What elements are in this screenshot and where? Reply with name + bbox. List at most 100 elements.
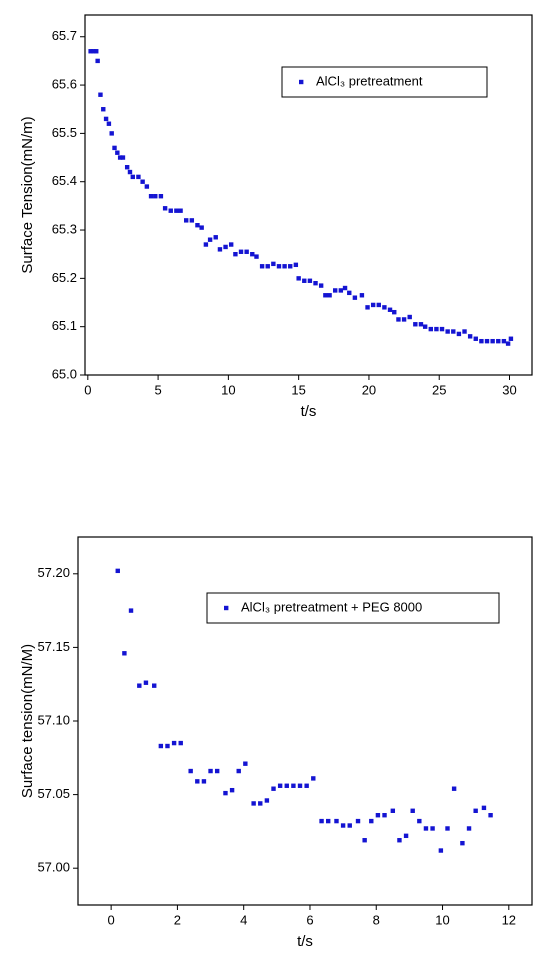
data-point xyxy=(323,293,328,298)
data-point xyxy=(370,302,376,308)
data-point xyxy=(115,150,120,155)
data-point xyxy=(481,805,487,811)
data-point xyxy=(236,768,241,774)
data-point xyxy=(334,818,339,824)
data-point xyxy=(258,801,263,806)
data-point xyxy=(392,309,397,315)
data-point xyxy=(94,49,99,54)
data-point xyxy=(382,813,387,818)
data-point xyxy=(140,179,145,184)
data-point xyxy=(233,251,238,257)
data-point xyxy=(208,768,213,774)
data-point xyxy=(228,242,234,247)
x-tick-label: 15 xyxy=(291,382,305,397)
data-point xyxy=(271,786,276,791)
data-point xyxy=(396,317,401,322)
data-point xyxy=(291,783,296,788)
data-point xyxy=(352,295,358,300)
data-point xyxy=(112,145,117,151)
data-point xyxy=(434,326,439,332)
plot-frame xyxy=(77,536,533,906)
legend-label: AlCl₃ pretreatment + PEG 8000 xyxy=(241,599,422,614)
data-point xyxy=(103,116,109,122)
data-point xyxy=(178,208,183,213)
data-point xyxy=(428,326,433,332)
y-axis-title: Surface Tension(mN/m) xyxy=(19,116,36,273)
data-point xyxy=(124,165,130,170)
x-axis-title: t/s xyxy=(301,403,317,420)
data-point xyxy=(359,293,365,298)
data-point xyxy=(199,225,204,230)
data-point xyxy=(365,305,370,310)
x-tick-label: 20 xyxy=(362,382,376,397)
data-point xyxy=(264,798,270,803)
x-tick-label: 4 xyxy=(240,912,247,927)
y-tick-label: 65.0 xyxy=(52,366,77,381)
data-point xyxy=(214,768,220,774)
data-point xyxy=(101,107,106,112)
data-point xyxy=(473,808,478,813)
y-tick-label: 65.3 xyxy=(52,221,77,236)
y-axis-title: Surface tension(mN/M) xyxy=(19,644,36,798)
data-point xyxy=(496,338,501,344)
data-point xyxy=(136,174,141,180)
data-point xyxy=(307,278,313,283)
data-point xyxy=(362,838,367,843)
data-point xyxy=(387,307,393,312)
y-tick-label: 65.5 xyxy=(52,125,77,140)
x-tick-label: 6 xyxy=(306,912,313,927)
data-point xyxy=(407,314,412,320)
data-point xyxy=(347,290,352,296)
data-point xyxy=(244,249,249,254)
data-point xyxy=(282,264,287,269)
data-point xyxy=(451,786,457,791)
x-tick-label: 5 xyxy=(154,382,161,397)
data-point xyxy=(213,235,218,240)
x-tick-label: 2 xyxy=(174,912,181,927)
data-point xyxy=(422,324,428,329)
x-tick-label: 12 xyxy=(502,912,516,927)
data-point xyxy=(333,288,338,293)
data-point xyxy=(195,223,200,228)
data-point xyxy=(184,218,189,223)
plot-frame xyxy=(84,14,533,376)
data-point xyxy=(130,174,135,180)
data-point xyxy=(158,743,164,749)
y-tick-label: 57.10 xyxy=(37,712,70,727)
data-point xyxy=(143,680,149,685)
legend-box xyxy=(281,66,488,98)
data-point xyxy=(223,790,228,796)
data-point xyxy=(120,155,126,160)
data-point xyxy=(430,826,435,831)
data-point xyxy=(410,808,415,813)
data-point xyxy=(403,833,409,839)
data-point xyxy=(397,838,402,843)
data-point xyxy=(88,49,93,54)
legend-label: AlCl₃ pretreatment xyxy=(316,73,423,88)
data-point xyxy=(390,808,396,813)
data-point xyxy=(271,261,276,267)
x-tick-label: 0 xyxy=(108,912,115,927)
data-point xyxy=(375,813,381,818)
data-point xyxy=(189,218,195,223)
data-point xyxy=(342,285,348,291)
x-tick-label: 8 xyxy=(373,912,380,927)
data-point xyxy=(369,818,374,824)
data-point xyxy=(505,341,511,346)
data-point xyxy=(318,283,324,288)
data-point xyxy=(313,280,318,286)
data-point xyxy=(188,768,193,774)
data-point xyxy=(259,264,265,269)
x-tick-label: 10 xyxy=(435,912,449,927)
data-point xyxy=(158,194,164,199)
data-point xyxy=(250,251,255,257)
data-point xyxy=(152,683,157,688)
data-point xyxy=(376,302,381,308)
data-point xyxy=(203,242,209,247)
y-tick-label: 65.2 xyxy=(52,270,77,285)
data-point xyxy=(127,169,133,175)
legend-marker xyxy=(299,79,304,85)
data-point xyxy=(466,826,472,831)
data-point xyxy=(115,568,120,574)
